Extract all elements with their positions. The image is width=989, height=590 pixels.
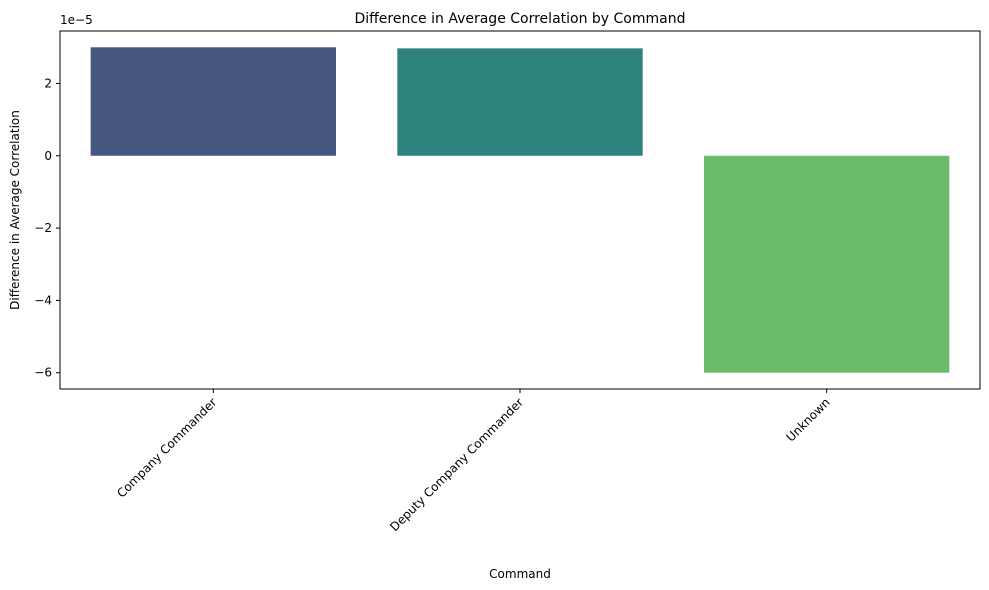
y-ticks-group: −6 −4 −2 0 2 [34, 76, 60, 380]
x-tick-label: Company Commander [114, 395, 219, 500]
y-tick-label: −4 [34, 293, 52, 307]
y-tick-label: −2 [34, 221, 52, 235]
bar-unknown [704, 155, 950, 373]
y-axis-label: Difference in Average Correlation [8, 110, 22, 310]
x-tick-label: Deputy Company Commander [387, 395, 526, 534]
x-axis-label: Command [489, 567, 551, 581]
bars-group [90, 47, 950, 373]
bar-deputy-company-commander [397, 48, 643, 156]
x-tick-label: Unknown [783, 395, 832, 444]
y-tick-label: −6 [34, 366, 52, 380]
chart-title: Difference in Average Correlation by Com… [354, 11, 685, 27]
bar-company-commander [90, 47, 337, 156]
y-tick-label: 2 [44, 76, 52, 90]
y-tick-label: 0 [44, 149, 52, 163]
y-axis-offset-label: 1e−5 [60, 13, 93, 27]
x-ticks-group: Company Commander Deputy Company Commande… [114, 389, 833, 534]
